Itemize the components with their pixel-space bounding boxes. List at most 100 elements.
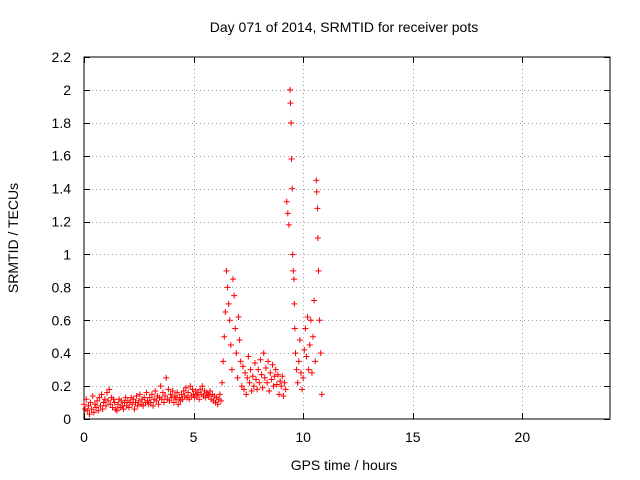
data-point: [174, 389, 181, 396]
data-point: [288, 156, 295, 163]
y-tick-label: 0.4: [52, 345, 72, 361]
data-point: [228, 366, 235, 373]
data-point: [197, 386, 204, 393]
data-point: [316, 317, 323, 324]
data-point: [131, 406, 138, 413]
data-point: [152, 388, 159, 395]
data-point: [310, 333, 317, 340]
data-point: [176, 394, 183, 401]
data-point: [173, 396, 180, 403]
data-point: [136, 391, 143, 398]
data-point: [105, 397, 112, 404]
data-point: [147, 399, 154, 406]
data-point: [285, 221, 292, 228]
data-point: [87, 399, 94, 406]
y-tick-label: 2: [63, 82, 71, 98]
data-point: [260, 350, 267, 357]
data-point: [148, 391, 155, 398]
data-point: [273, 381, 280, 388]
data-point: [146, 394, 153, 401]
data-point: [303, 353, 310, 360]
data-point: [110, 396, 117, 403]
data-point: [284, 210, 291, 217]
data-point: [245, 353, 252, 360]
data-point: [96, 394, 103, 401]
data-point: [194, 389, 201, 396]
data-point: [291, 300, 298, 307]
data-point: [318, 391, 325, 398]
data-point: [259, 384, 266, 391]
data-point: [196, 396, 203, 403]
x-tick-label: 0: [80, 429, 88, 445]
data-point: [244, 374, 251, 381]
data-point: [99, 406, 106, 413]
data-point: [104, 389, 111, 396]
data-point: [272, 366, 279, 373]
data-point: [134, 402, 141, 409]
data-point: [258, 371, 265, 378]
data-point: [234, 374, 241, 381]
data-point: [307, 317, 314, 324]
data-point: [143, 389, 150, 396]
data-point: [308, 369, 315, 376]
data-point: [293, 366, 300, 373]
data-point: [264, 379, 271, 386]
data-point: [132, 399, 139, 406]
data-point: [239, 363, 246, 370]
data-point: [295, 358, 302, 365]
data-point: [150, 402, 157, 409]
data-point: [222, 309, 229, 316]
data-point: [88, 406, 95, 413]
x-tick-label: 10: [295, 429, 311, 445]
data-point: [249, 373, 256, 380]
y-tick-label: 1.4: [52, 181, 72, 197]
data-point: [158, 396, 165, 403]
data-point: [226, 317, 233, 324]
data-point: [247, 366, 254, 373]
data-point: [135, 397, 142, 404]
data-point: [278, 383, 285, 390]
data-point: [95, 407, 102, 414]
data-point: [297, 369, 304, 376]
data-point: [168, 394, 175, 401]
data-point: [290, 276, 297, 283]
data-point: [253, 376, 260, 383]
data-point: [114, 401, 121, 408]
data-point: [291, 325, 298, 332]
data-point: [266, 388, 273, 395]
y-tick-label: 2.2: [52, 49, 72, 65]
data-point: [304, 313, 311, 320]
data-point: [287, 100, 294, 107]
data-point: [255, 366, 262, 373]
data-point: [267, 369, 274, 376]
data-point: [165, 386, 172, 393]
data-point: [86, 411, 93, 418]
data-point: [262, 364, 269, 371]
data-point: [256, 379, 263, 386]
data-point: [89, 392, 96, 399]
data-point: [159, 389, 166, 396]
data-point: [313, 177, 320, 184]
data-point: [257, 356, 264, 363]
data-point: [294, 379, 301, 386]
data-point: [315, 267, 322, 274]
data-point: [125, 404, 132, 411]
x-tick-label: 20: [515, 429, 531, 445]
data-point: [214, 401, 221, 408]
data-point: [220, 358, 227, 365]
data-point: [314, 205, 321, 212]
data-point: [167, 391, 174, 398]
data-point: [299, 386, 306, 393]
data-point: [166, 397, 173, 404]
x-axis-label: GPS time / hours: [291, 457, 398, 473]
plot-frame: [83, 56, 611, 420]
data-point: [109, 404, 116, 411]
data-point: [98, 391, 105, 398]
data-point: [277, 378, 284, 385]
data-point: [219, 379, 226, 386]
chart-title: Day 071 of 2014, SRMTID for receiver pot…: [210, 19, 478, 35]
data-point: [170, 399, 177, 406]
y-axis-label: SRMTID / TECUs: [5, 183, 21, 293]
data-point: [254, 386, 261, 393]
